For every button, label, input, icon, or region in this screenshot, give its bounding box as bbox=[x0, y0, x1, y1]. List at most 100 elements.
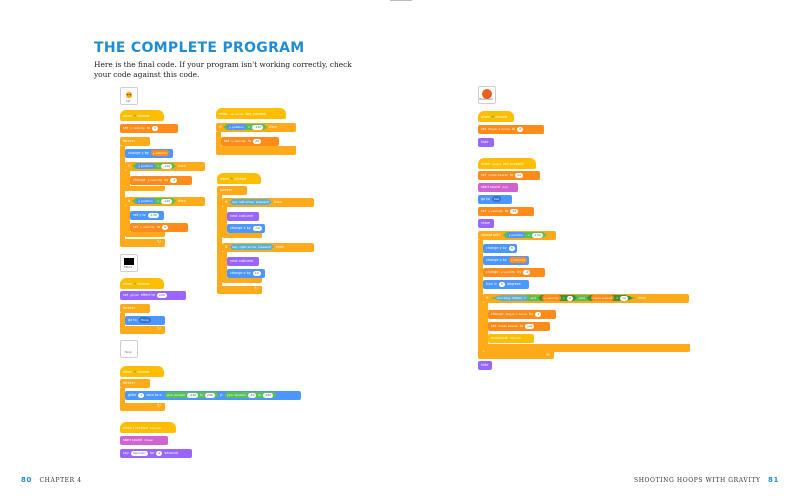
glide-block[interactable]: glide 1 secs to x: pick random -240 to 2… bbox=[125, 391, 301, 400]
greater-than-operator[interactable]: y position > -130 bbox=[132, 163, 177, 169]
if-block[interactable]: if y position > -130 then bbox=[125, 162, 205, 171]
variable-dropdown[interactable]: y velocity bbox=[147, 178, 163, 182]
pick-random-operator[interactable]: pick random -50 to 180 bbox=[224, 392, 277, 398]
variable-reporter[interactable]: made basket bbox=[590, 295, 615, 301]
when-key-pressed-block[interactable]: when up arrow key pressed bbox=[216, 108, 286, 119]
y-position-reporter[interactable]: y position bbox=[506, 232, 526, 238]
next-costume-block[interactable]: next costume bbox=[227, 212, 259, 221]
effect-dropdown[interactable]: ghost bbox=[130, 293, 139, 297]
set-variable-block[interactable]: set Player 1 Score to 0 bbox=[478, 125, 544, 134]
value-input[interactable]: -50 bbox=[247, 393, 257, 398]
set-variable-block[interactable]: set y velocity to 24 bbox=[478, 207, 534, 216]
set-effect-block[interactable]: set ghost effect to 100 bbox=[120, 291, 186, 300]
y-position-reporter[interactable]: y position bbox=[136, 198, 155, 204]
go-to-block[interactable]: go to Hoop bbox=[125, 316, 165, 325]
hide-block[interactable]: hide bbox=[478, 361, 492, 370]
value-input[interactable]: -10 bbox=[252, 226, 262, 231]
value-input[interactable]: 10 bbox=[252, 271, 261, 276]
show-block[interactable]: show bbox=[478, 219, 494, 228]
value-input[interactable]: 0 bbox=[152, 126, 159, 131]
message-dropdown[interactable]: swoosh bbox=[149, 426, 161, 430]
variable-reporter[interactable]: y velocity bbox=[542, 295, 561, 301]
change-y-block[interactable]: change y by y velocity bbox=[125, 149, 173, 158]
next-costume-block[interactable]: next costume bbox=[227, 257, 259, 266]
start-sound-block[interactable]: start sound pop bbox=[478, 183, 518, 192]
variable-dropdown[interactable]: y velocity bbox=[140, 225, 155, 229]
when-flag-clicked-block[interactable]: when ⚑ clicked bbox=[478, 111, 514, 122]
sound-dropdown[interactable]: pop bbox=[502, 185, 509, 189]
value-input[interactable]: no bbox=[515, 173, 524, 178]
value-input[interactable]: 1 bbox=[535, 312, 542, 317]
variable-dropdown[interactable]: made basket bbox=[498, 324, 518, 328]
text-input[interactable]: Swoosh! bbox=[130, 451, 148, 456]
set-variable-block[interactable]: set made basket to yes bbox=[488, 322, 550, 331]
value-input[interactable]: 240 bbox=[205, 393, 215, 398]
hide-block[interactable]: hide bbox=[478, 138, 494, 147]
when-i-receive-block[interactable]: when I receive swoosh bbox=[120, 422, 176, 433]
value-input[interactable]: no bbox=[620, 296, 629, 301]
value-input[interactable]: -130 bbox=[161, 164, 173, 169]
value-input[interactable]: 0 bbox=[517, 127, 524, 132]
key-pressed-sensing[interactable]: key left arrow pressed? bbox=[229, 199, 273, 205]
value-input[interactable]: -130 bbox=[147, 213, 159, 218]
pick-random-operator[interactable]: pick random -240 to 240 bbox=[164, 392, 218, 398]
value-input[interactable]: 6 bbox=[498, 282, 505, 287]
if-block[interactable]: if y position = -130 then bbox=[216, 123, 296, 132]
sprite-thumbnail-hoop[interactable] bbox=[120, 340, 138, 358]
variable-reporter[interactable]: y velocity bbox=[508, 257, 528, 263]
when-flag-clicked-block[interactable]: when ⚑ clicked bbox=[217, 173, 261, 184]
change-y-block[interactable]: change y by 8 bbox=[483, 244, 517, 253]
say-for-secs-block[interactable]: say Swoosh! for 2 seconds bbox=[120, 449, 192, 458]
change-y-block[interactable]: change y by y velocity bbox=[483, 256, 529, 265]
and-operator[interactable]: touching Hitbox ? and y velocity < 0 and… bbox=[490, 295, 637, 301]
variable-dropdown[interactable]: y velocity bbox=[488, 209, 503, 213]
variable-dropdown[interactable]: made basket bbox=[488, 173, 508, 177]
touching-sensing[interactable]: touching Hitbox ? bbox=[494, 295, 529, 301]
set-variable-block[interactable]: set y velocity to 0 bbox=[130, 223, 188, 232]
less-than-operator[interactable]: y position < -130 bbox=[502, 232, 547, 238]
forever-block[interactable]: forever bbox=[120, 379, 150, 388]
forever-block[interactable]: forever bbox=[120, 137, 150, 146]
less-than-operator[interactable]: y velocity < 0 bbox=[538, 295, 577, 301]
equals-operator[interactable]: y position = -130 bbox=[223, 124, 268, 130]
value-input[interactable]: -2 bbox=[523, 270, 531, 275]
value-input[interactable]: 100 bbox=[157, 293, 167, 298]
value-input[interactable]: 0 bbox=[567, 296, 573, 301]
set-variable-block[interactable]: set y velocity to 0 bbox=[120, 124, 178, 133]
broadcast-block[interactable]: broadcast swoosh bbox=[488, 334, 534, 343]
variable-dropdown[interactable]: Player 1 Score bbox=[505, 312, 528, 316]
if-block[interactable]: if y position < -130 then bbox=[125, 197, 205, 206]
set-variable-block[interactable]: set y velocity to 20 bbox=[221, 137, 279, 146]
value-input[interactable]: 2 bbox=[156, 451, 163, 456]
sprite-thumbnail-basketball[interactable] bbox=[478, 86, 496, 104]
variable-dropdown[interactable]: y velocity bbox=[231, 139, 246, 143]
change-x-block[interactable]: change x by -10 bbox=[227, 224, 265, 233]
sprite-thumbnail-hitbox[interactable] bbox=[120, 254, 138, 272]
message-dropdown[interactable]: swoosh bbox=[509, 336, 522, 340]
sprite-thumbnail-cat[interactable] bbox=[120, 87, 138, 105]
when-flag-clicked-block[interactable]: when ⚑ clicked bbox=[120, 366, 164, 377]
key-pressed-sensing[interactable]: key right arrow pressed? bbox=[229, 244, 275, 250]
equals-operator[interactable]: made basket = no bbox=[586, 295, 633, 301]
y-position-reporter[interactable]: y position bbox=[136, 163, 155, 169]
variable-dropdown[interactable]: y velocity bbox=[500, 270, 516, 274]
key-dropdown[interactable]: right arrow bbox=[239, 245, 256, 249]
variable-dropdown[interactable]: Player 1 Score bbox=[488, 127, 510, 131]
target-dropdown[interactable]: Cat bbox=[491, 196, 501, 202]
change-variable-block[interactable]: change y velocity by -2 bbox=[483, 268, 545, 277]
change-x-block[interactable]: change x by 10 bbox=[227, 269, 265, 278]
variable-dropdown[interactable]: y velocity bbox=[130, 126, 145, 130]
key-dropdown[interactable]: space bbox=[492, 162, 502, 166]
value-input[interactable]: -130 bbox=[252, 125, 264, 130]
less-than-operator[interactable]: y position < -130 bbox=[132, 198, 177, 204]
forever-block[interactable]: forever bbox=[120, 304, 150, 313]
set-y-block[interactable]: set y to -130 bbox=[130, 211, 164, 220]
repeat-until-block[interactable]: repeat until y position < -130 bbox=[478, 231, 556, 240]
when-flag-clicked-block[interactable]: when ⚑ clicked bbox=[120, 278, 164, 289]
change-variable-block[interactable]: change Player 1 Score by 1 bbox=[488, 310, 556, 319]
if-block[interactable]: if key right arrow pressed? then bbox=[222, 243, 314, 252]
value-input[interactable]: -2 bbox=[170, 178, 178, 183]
target-dropdown[interactable]: Hoop bbox=[138, 317, 151, 323]
value-input[interactable]: 8 bbox=[508, 246, 515, 251]
turn-block[interactable]: turn ↻ 6 degrees bbox=[483, 280, 529, 289]
